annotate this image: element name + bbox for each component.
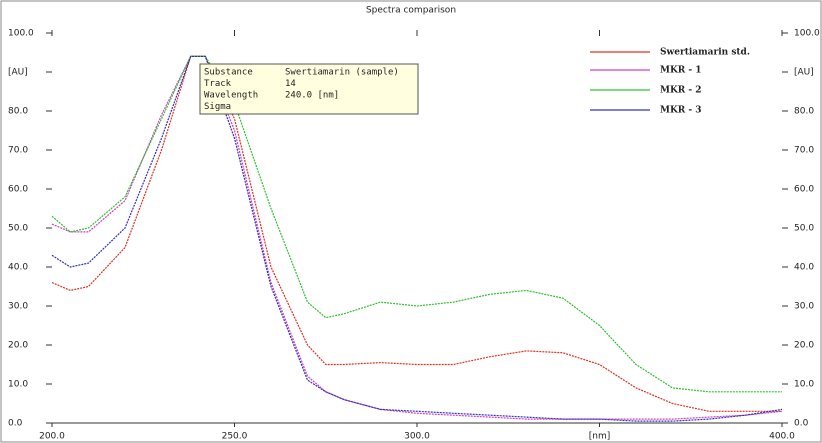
y2-tick-label: 10.0 — [794, 380, 814, 390]
y2-tick-label: 40.0 — [794, 263, 814, 273]
x-tick-label: 300.0 — [404, 432, 430, 442]
y-tick-label: 80.0 — [8, 107, 28, 117]
y-tick-label: 70.0 — [8, 146, 28, 156]
y2-tick-label: 60.0 — [794, 185, 814, 195]
tooltip-label: Wavelength — [204, 91, 258, 101]
y-tick-label: [AU] — [8, 68, 28, 78]
x-tick-label: [nm] — [589, 432, 611, 442]
legend-label: MKR - 3 — [660, 106, 702, 116]
y-tick-label: 100.0 — [8, 29, 34, 39]
series-line — [51, 55, 783, 420]
legend-label: MKR - 2 — [660, 86, 702, 96]
legend-label: Swertiamarin std. — [660, 48, 750, 58]
x-tick-label: 250.0 — [222, 432, 248, 442]
series-line — [51, 55, 782, 393]
y-tick-label: 0.0 — [8, 419, 23, 429]
tooltip-value: 240.0 [nm] — [285, 91, 339, 101]
y-tick-label: 40.0 — [8, 263, 28, 273]
y-tick-label: 30.0 — [8, 302, 28, 312]
y2-tick-label: 100.0 — [794, 29, 820, 39]
legend-label: MKR - 1 — [660, 66, 702, 76]
tooltip-label: Substance — [204, 68, 253, 78]
y2-tick-label: 20.0 — [794, 341, 814, 351]
x-tick-label: 200.0 — [39, 432, 65, 442]
y-tick-label: 20.0 — [8, 341, 28, 351]
tooltip-value: 14 — [285, 79, 296, 89]
series-line — [51, 55, 782, 412]
y2-tick-label: [AU] — [794, 68, 814, 78]
y2-tick-label: 70.0 — [794, 146, 814, 156]
y2-tick-label: 30.0 — [794, 302, 814, 312]
x-tick-label: 400.0 — [769, 432, 795, 442]
y2-tick-label: 80.0 — [794, 107, 814, 117]
y-tick-label: 60.0 — [8, 185, 28, 195]
chart-title: Spectra comparison — [366, 6, 456, 16]
tooltip-value: Swertiamarin (sample) — [285, 68, 399, 78]
tooltip-label: Track — [204, 79, 232, 89]
y2-tick-label: 0.0 — [794, 419, 809, 429]
tooltip-box — [199, 63, 419, 115]
series-line — [51, 55, 783, 422]
y2-tick-label: 50.0 — [794, 224, 814, 234]
y-tick-label: 10.0 — [8, 380, 28, 390]
y-tick-label: 50.0 — [8, 224, 28, 234]
tooltip: Substance Swertiamarin (sample) Track 14 Wav… — [199, 63, 419, 115]
tooltip-label: Sigma — [204, 102, 231, 112]
